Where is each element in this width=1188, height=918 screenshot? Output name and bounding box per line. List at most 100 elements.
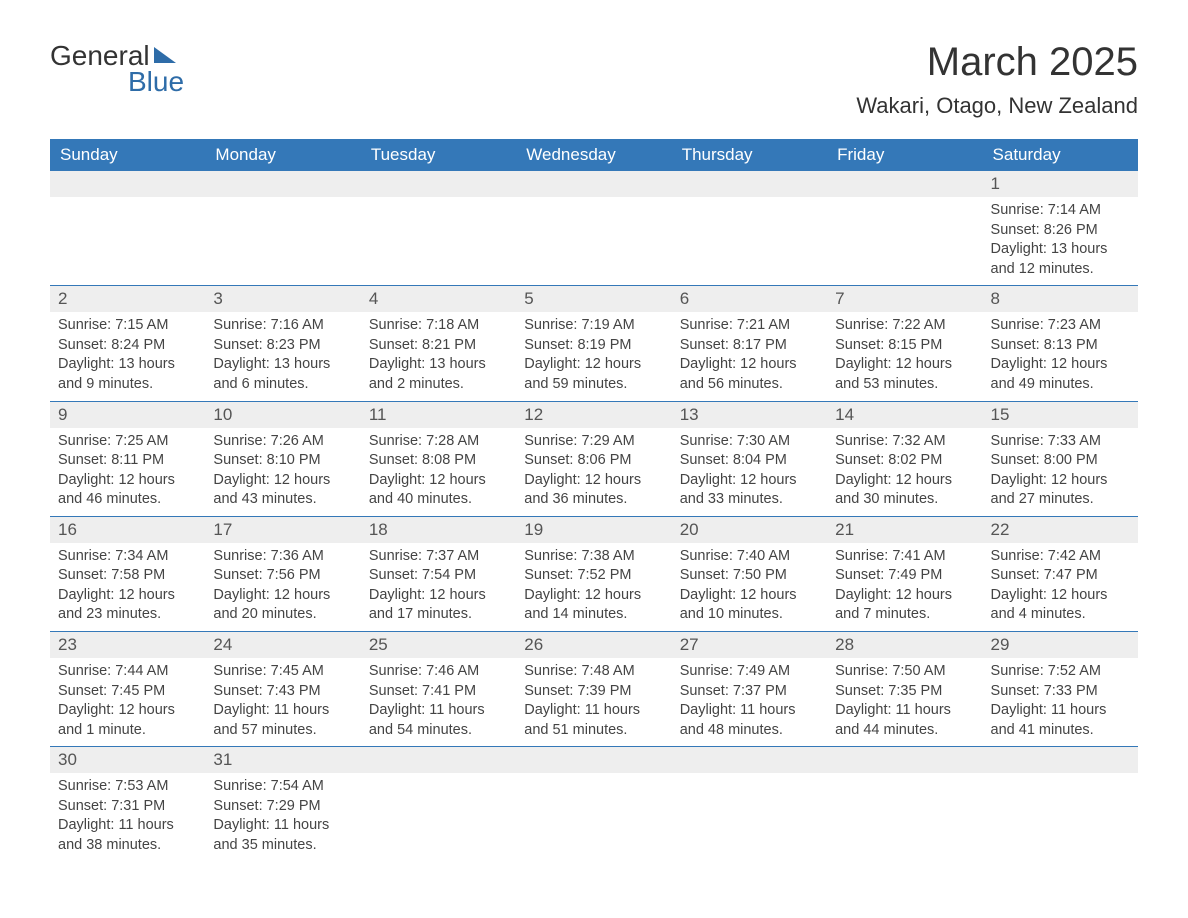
- daylight-line: Daylight: 13 hours and 2 minutes.: [369, 355, 508, 394]
- calendar-cell: 2Sunrise: 7:15 AMSunset: 8:24 PMDaylight…: [50, 286, 205, 401]
- header: General Blue March 2025 Wakari, Otago, N…: [50, 40, 1138, 119]
- sunset-line: Sunset: 7:31 PM: [58, 797, 197, 817]
- daylight-line: Daylight: 12 hours and 56 minutes.: [680, 355, 819, 394]
- sunrise-line: Sunrise: 7:40 AM: [680, 547, 819, 567]
- sunset-line: Sunset: 8:15 PM: [835, 336, 974, 356]
- daylight-line: Daylight: 12 hours and 40 minutes.: [369, 471, 508, 510]
- day-details: Sunrise: 7:29 AMSunset: 8:06 PMDaylight:…: [516, 428, 671, 516]
- calendar-cell: 24Sunrise: 7:45 AMSunset: 7:43 PMDayligh…: [205, 632, 360, 747]
- sunrise-line: Sunrise: 7:53 AM: [58, 777, 197, 797]
- sunset-line: Sunset: 7:39 PM: [524, 682, 663, 702]
- sunset-line: Sunset: 7:41 PM: [369, 682, 508, 702]
- sunset-line: Sunset: 8:06 PM: [524, 451, 663, 471]
- sunrise-line: Sunrise: 7:37 AM: [369, 547, 508, 567]
- sunset-line: Sunset: 8:11 PM: [58, 451, 197, 471]
- sunrise-line: Sunrise: 7:36 AM: [213, 547, 352, 567]
- day-number: 2: [50, 286, 205, 312]
- day-number: 31: [205, 747, 360, 773]
- sunset-line: Sunset: 8:04 PM: [680, 451, 819, 471]
- calendar-row: 30Sunrise: 7:53 AMSunset: 7:31 PMDayligh…: [50, 747, 1138, 862]
- day-details: Sunrise: 7:38 AMSunset: 7:52 PMDaylight:…: [516, 543, 671, 631]
- sunset-line: Sunset: 8:02 PM: [835, 451, 974, 471]
- sunrise-line: Sunrise: 7:49 AM: [680, 662, 819, 682]
- sunrise-line: Sunrise: 7:48 AM: [524, 662, 663, 682]
- daylight-line: Daylight: 11 hours and 57 minutes.: [213, 701, 352, 740]
- daylight-line: Daylight: 12 hours and 14 minutes.: [524, 586, 663, 625]
- calendar-cell: 9Sunrise: 7:25 AMSunset: 8:11 PMDaylight…: [50, 401, 205, 516]
- daylight-line: Daylight: 12 hours and 36 minutes.: [524, 471, 663, 510]
- calendar-cell: [361, 747, 516, 862]
- day-details: Sunrise: 7:33 AMSunset: 8:00 PMDaylight:…: [983, 428, 1138, 516]
- sunrise-line: Sunrise: 7:42 AM: [991, 547, 1130, 567]
- sunrise-line: Sunrise: 7:22 AM: [835, 316, 974, 336]
- calendar-cell: 14Sunrise: 7:32 AMSunset: 8:02 PMDayligh…: [827, 401, 982, 516]
- calendar-row: 23Sunrise: 7:44 AMSunset: 7:45 PMDayligh…: [50, 632, 1138, 747]
- day-number: 22: [983, 517, 1138, 543]
- day-number: 10: [205, 402, 360, 428]
- calendar-cell: 1Sunrise: 7:14 AMSunset: 8:26 PMDaylight…: [983, 171, 1138, 286]
- calendar-cell: [827, 171, 982, 286]
- day-details: Sunrise: 7:32 AMSunset: 8:02 PMDaylight:…: [827, 428, 982, 516]
- day-details: Sunrise: 7:22 AMSunset: 8:15 PMDaylight:…: [827, 312, 982, 400]
- day-details: Sunrise: 7:23 AMSunset: 8:13 PMDaylight:…: [983, 312, 1138, 400]
- calendar-cell: 11Sunrise: 7:28 AMSunset: 8:08 PMDayligh…: [361, 401, 516, 516]
- day-number: 13: [672, 402, 827, 428]
- day-number: 20: [672, 517, 827, 543]
- day-number-empty: [361, 171, 516, 197]
- calendar-cell: 8Sunrise: 7:23 AMSunset: 8:13 PMDaylight…: [983, 286, 1138, 401]
- calendar-cell: 16Sunrise: 7:34 AMSunset: 7:58 PMDayligh…: [50, 516, 205, 631]
- sunrise-line: Sunrise: 7:16 AM: [213, 316, 352, 336]
- daylight-line: Daylight: 12 hours and 53 minutes.: [835, 355, 974, 394]
- day-number: 14: [827, 402, 982, 428]
- sunset-line: Sunset: 8:08 PM: [369, 451, 508, 471]
- sunrise-line: Sunrise: 7:38 AM: [524, 547, 663, 567]
- calendar-cell: 21Sunrise: 7:41 AMSunset: 7:49 PMDayligh…: [827, 516, 982, 631]
- sunrise-line: Sunrise: 7:52 AM: [991, 662, 1130, 682]
- calendar-row: 1Sunrise: 7:14 AMSunset: 8:26 PMDaylight…: [50, 171, 1138, 286]
- day-number: 17: [205, 517, 360, 543]
- sunset-line: Sunset: 7:43 PM: [213, 682, 352, 702]
- day-number: 15: [983, 402, 1138, 428]
- calendar-cell: 17Sunrise: 7:36 AMSunset: 7:56 PMDayligh…: [205, 516, 360, 631]
- logo: General Blue: [50, 40, 184, 98]
- daylight-line: Daylight: 12 hours and 49 minutes.: [991, 355, 1130, 394]
- calendar-cell: 6Sunrise: 7:21 AMSunset: 8:17 PMDaylight…: [672, 286, 827, 401]
- sunset-line: Sunset: 8:00 PM: [991, 451, 1130, 471]
- sunset-line: Sunset: 7:54 PM: [369, 566, 508, 586]
- calendar-table: SundayMondayTuesdayWednesdayThursdayFrid…: [50, 139, 1138, 862]
- logo-text-blue: Blue: [128, 66, 184, 98]
- sunset-line: Sunset: 7:35 PM: [835, 682, 974, 702]
- day-details: Sunrise: 7:26 AMSunset: 8:10 PMDaylight:…: [205, 428, 360, 516]
- month-title: March 2025: [856, 40, 1138, 85]
- daylight-line: Daylight: 12 hours and 33 minutes.: [680, 471, 819, 510]
- day-number: 25: [361, 632, 516, 658]
- day-details: Sunrise: 7:14 AMSunset: 8:26 PMDaylight:…: [983, 197, 1138, 285]
- calendar-cell: 31Sunrise: 7:54 AMSunset: 7:29 PMDayligh…: [205, 747, 360, 862]
- daylight-line: Daylight: 12 hours and 20 minutes.: [213, 586, 352, 625]
- day-details: Sunrise: 7:46 AMSunset: 7:41 PMDaylight:…: [361, 658, 516, 746]
- daylight-line: Daylight: 13 hours and 9 minutes.: [58, 355, 197, 394]
- daylight-line: Daylight: 11 hours and 35 minutes.: [213, 816, 352, 855]
- calendar-cell: [205, 171, 360, 286]
- sunrise-line: Sunrise: 7:45 AM: [213, 662, 352, 682]
- day-number-empty: [516, 171, 671, 197]
- calendar-cell: 29Sunrise: 7:52 AMSunset: 7:33 PMDayligh…: [983, 632, 1138, 747]
- daylight-line: Daylight: 11 hours and 38 minutes.: [58, 816, 197, 855]
- daylight-line: Daylight: 12 hours and 10 minutes.: [680, 586, 819, 625]
- daylight-line: Daylight: 11 hours and 51 minutes.: [524, 701, 663, 740]
- day-number-empty: [827, 171, 982, 197]
- daylight-line: Daylight: 11 hours and 54 minutes.: [369, 701, 508, 740]
- day-details: Sunrise: 7:16 AMSunset: 8:23 PMDaylight:…: [205, 312, 360, 400]
- sunrise-line: Sunrise: 7:34 AM: [58, 547, 197, 567]
- day-number: 29: [983, 632, 1138, 658]
- sunset-line: Sunset: 7:56 PM: [213, 566, 352, 586]
- calendar-cell: [516, 171, 671, 286]
- weekday-header: Thursday: [672, 139, 827, 171]
- day-details: Sunrise: 7:53 AMSunset: 7:31 PMDaylight:…: [50, 773, 205, 861]
- day-number: 27: [672, 632, 827, 658]
- sunset-line: Sunset: 8:26 PM: [991, 221, 1130, 241]
- day-details: Sunrise: 7:54 AMSunset: 7:29 PMDaylight:…: [205, 773, 360, 861]
- day-details: Sunrise: 7:45 AMSunset: 7:43 PMDaylight:…: [205, 658, 360, 746]
- sunrise-line: Sunrise: 7:29 AM: [524, 432, 663, 452]
- day-details: Sunrise: 7:36 AMSunset: 7:56 PMDaylight:…: [205, 543, 360, 631]
